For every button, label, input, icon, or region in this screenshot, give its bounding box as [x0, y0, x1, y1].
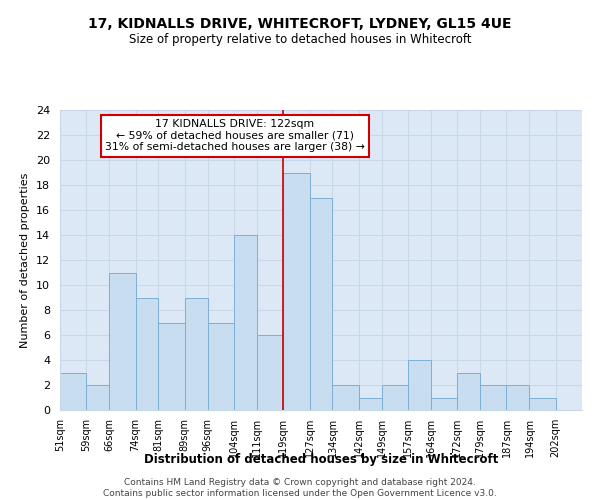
Bar	[359, 398, 382, 410]
Bar	[408, 360, 431, 410]
Text: 17, KIDNALLS DRIVE, WHITECROFT, LYDNEY, GL15 4UE: 17, KIDNALLS DRIVE, WHITECROFT, LYDNEY, …	[88, 18, 512, 32]
Text: Distribution of detached houses by size in Whitecroft: Distribution of detached houses by size …	[144, 452, 498, 466]
Bar	[208, 322, 234, 410]
Bar	[136, 298, 158, 410]
Bar	[234, 235, 257, 410]
Bar	[60, 372, 86, 410]
Text: 17 KIDNALLS DRIVE: 122sqm
← 59% of detached houses are smaller (71)
31% of semi-: 17 KIDNALLS DRIVE: 122sqm ← 59% of detac…	[105, 119, 365, 152]
Bar	[185, 298, 208, 410]
Bar	[332, 385, 359, 410]
Bar	[283, 172, 310, 410]
Bar	[310, 198, 332, 410]
Bar	[457, 372, 480, 410]
Bar	[480, 385, 506, 410]
Bar	[109, 272, 136, 410]
Text: Contains HM Land Registry data © Crown copyright and database right 2024.
Contai: Contains HM Land Registry data © Crown c…	[103, 478, 497, 498]
Bar	[431, 398, 457, 410]
Bar	[86, 385, 109, 410]
Text: Size of property relative to detached houses in Whitecroft: Size of property relative to detached ho…	[129, 32, 471, 46]
Bar	[506, 385, 529, 410]
Bar	[257, 335, 283, 410]
Bar	[529, 398, 556, 410]
Bar	[158, 322, 185, 410]
Y-axis label: Number of detached properties: Number of detached properties	[20, 172, 31, 348]
Bar	[382, 385, 408, 410]
